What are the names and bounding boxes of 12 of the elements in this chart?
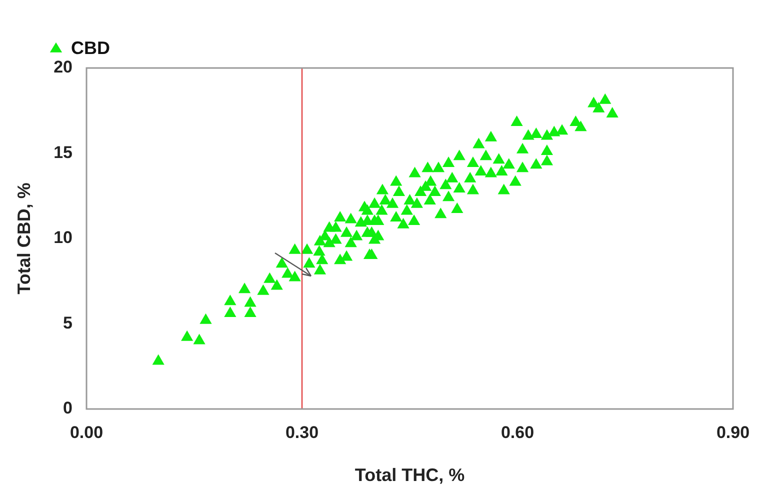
legend-label: CBD (71, 38, 110, 58)
y-tick-label: 20 (54, 58, 73, 77)
y-axis-title: Total CBD, % (14, 182, 34, 294)
x-tick-label: 0.60 (500, 422, 534, 442)
y-tick-label: 0 (63, 398, 73, 418)
x-axis-title: Total THC, % (354, 465, 465, 486)
x-tick-label: 0.90 (716, 422, 750, 442)
y-tick-label: 5 (63, 313, 73, 332)
x-tick-label: 0.30 (285, 422, 319, 442)
y-tick-label: 10 (54, 228, 73, 248)
y-tick-label: 15 (54, 142, 73, 162)
x-tick-label: 0.00 (70, 422, 104, 442)
